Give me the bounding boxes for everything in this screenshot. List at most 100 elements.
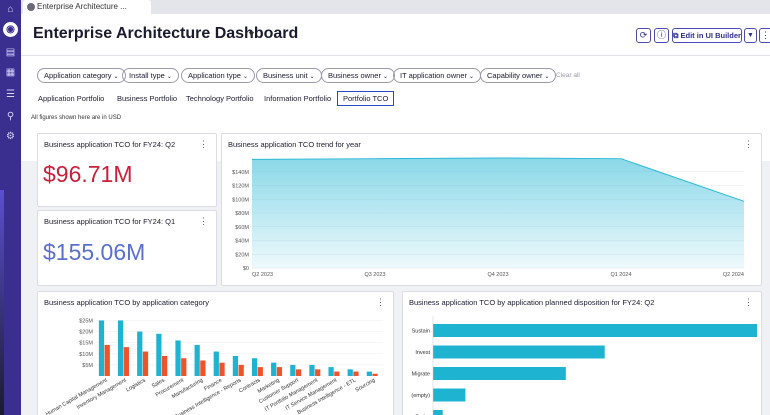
bar [156, 333, 162, 376]
more-actions-button[interactable]: ⋮ [759, 28, 770, 43]
bar [347, 369, 353, 376]
y-category-label: Invest [415, 350, 430, 356]
bar [238, 364, 244, 376]
browser-tab-strip: Enterprise Architecture ... [21, 0, 770, 14]
bar [328, 367, 334, 376]
x-tick-label: Logistics [125, 377, 147, 393]
card-menu-icon[interactable]: ⋮ [199, 216, 208, 226]
y-category-label: (empty) [411, 393, 430, 399]
y-tick-label: $10M [79, 352, 93, 358]
card-menu-icon[interactable]: ⋮ [376, 297, 385, 307]
dashboard-switch-chevron-icon[interactable]: ▼ [247, 29, 256, 39]
x-tick-label: Q2 2024 [723, 272, 744, 278]
filter-application-category[interactable]: Application category ⌄ [37, 68, 126, 83]
y-tick-label: $25M [79, 318, 93, 324]
store-icon[interactable]: ▤ [5, 47, 16, 58]
y-tick-label: $140M [232, 170, 249, 176]
filter-install-type[interactable]: Install type ⌄ [122, 68, 179, 83]
bar [251, 358, 258, 376]
bar [104, 344, 110, 376]
tco-trend-card: Business application TCO trend for year … [221, 133, 762, 286]
page-header: Enterprise Architecture Dashboard ▼ ⟳ ⓘ … [21, 14, 770, 56]
filter-label: Business owner [328, 71, 381, 80]
settings-icon[interactable]: ⚙ [6, 131, 15, 142]
edit-options-dropdown[interactable]: ▼ [744, 28, 757, 43]
filter-label: Install type [129, 71, 165, 80]
kpi-card-q2: Business application TCO for FY24: Q2 ⋮ … [37, 133, 217, 207]
tab-technology-portfolio[interactable]: Technology Portfolio [186, 94, 254, 103]
edit-button-label: Edit in UI Builder [680, 31, 741, 40]
filter-label: IT application owner [400, 71, 467, 80]
filter-business-owner[interactable]: Business owner ⌄ [321, 68, 395, 83]
browser-tab-title: Enterprise Architecture ... [37, 2, 127, 11]
bar [372, 373, 378, 376]
y-tick-label: $60M [235, 225, 249, 231]
filter-business-unit[interactable]: Business unit ⌄ [256, 68, 322, 83]
nav-rail: ⌂ ◉ ▤ ▦ ☰ ⚲ ⚙ [0, 0, 21, 415]
card-menu-icon[interactable]: ⋮ [744, 297, 753, 307]
x-tick-label: Q4 2023 [487, 272, 508, 278]
filter-application-type[interactable]: Application type ⌄ [181, 68, 255, 83]
chevron-down-icon: ⌄ [309, 74, 315, 80]
home-icon[interactable]: ⌂ [7, 4, 14, 15]
bar [181, 358, 187, 376]
bar [271, 362, 277, 376]
tab-information-portfolio[interactable]: Information Portfolio [264, 94, 332, 103]
tab-portfolio-tco[interactable]: Portfolio TCO [337, 91, 395, 106]
x-tick-label: Q2 2023 [252, 272, 273, 278]
external-link-icon: ⧉ [673, 31, 679, 40]
refresh-button[interactable]: ⟳ [636, 28, 651, 43]
kpi-card-q1: Business application TCO for FY24: Q1 ⋮ … [37, 210, 217, 286]
bar [433, 388, 466, 402]
filter-label: Application type [188, 71, 241, 80]
info-button[interactable]: ⓘ [654, 28, 669, 43]
bar [162, 356, 168, 376]
bar [366, 371, 372, 376]
filter-it-application-owner[interactable]: IT application owner ⌄ [393, 68, 482, 83]
y-category-label: Sustain [412, 329, 430, 335]
filter-label: Application category [44, 71, 112, 80]
y-tick-label: $20M [235, 252, 249, 258]
card-title: Business application TCO by application … [44, 298, 209, 307]
bar [353, 371, 359, 376]
bar [219, 362, 225, 376]
bar [118, 320, 124, 376]
kpi-value: $96.71M [43, 161, 133, 187]
tab-application-portfolio[interactable]: Application Portfolio [38, 94, 105, 103]
list-icon[interactable]: ☰ [6, 89, 15, 100]
y-tick-label: $15M [79, 341, 93, 347]
app-logo-icon[interactable]: ◉ [3, 22, 18, 37]
y-tick-label: $5M [82, 363, 93, 369]
filter-capability-owner[interactable]: Capability owner ⌄ [480, 68, 557, 83]
bar [433, 345, 605, 359]
y-tick-label: $20M [79, 330, 93, 336]
favicon-icon [27, 3, 35, 11]
bar [257, 367, 263, 376]
card-menu-icon[interactable]: ⋮ [744, 139, 753, 149]
bar [433, 367, 566, 380]
x-tick-label: Q3 2023 [364, 272, 385, 278]
clear-all-link[interactable]: Clear all [556, 72, 580, 79]
card-title: Business application TCO trend for year [228, 140, 361, 149]
y-tick-label: $80M [235, 211, 249, 217]
browser-tab[interactable]: Enterprise Architecture ... [23, 0, 151, 14]
workflow-icon[interactable]: ⚲ [6, 111, 15, 122]
x-tick-label: Sourcing [355, 378, 377, 394]
tab-business-portfolio[interactable]: Business Portfolio [117, 94, 178, 103]
bar [194, 344, 200, 376]
currency-note: All figures shown here are in USD [31, 115, 122, 121]
card-title: Business application TCO for FY24: Q1 [44, 217, 176, 226]
reports-icon[interactable]: ▦ [5, 67, 16, 78]
edit-in-ui-builder-button[interactable]: ⧉ Edit in UI Builder [672, 28, 742, 43]
card-menu-icon[interactable]: ⋮ [199, 139, 208, 149]
trend-area [252, 158, 744, 268]
y-tick-label: $100M [232, 197, 249, 203]
bar [213, 351, 219, 376]
bar [137, 331, 143, 376]
x-tick-label: Q1 2024 [610, 272, 631, 278]
card-title: Business application TCO for FY24: Q2 [44, 140, 176, 149]
bar [232, 356, 239, 376]
chevron-down-icon: ⌄ [544, 74, 550, 80]
card-title: Business application TCO by application … [409, 298, 655, 307]
